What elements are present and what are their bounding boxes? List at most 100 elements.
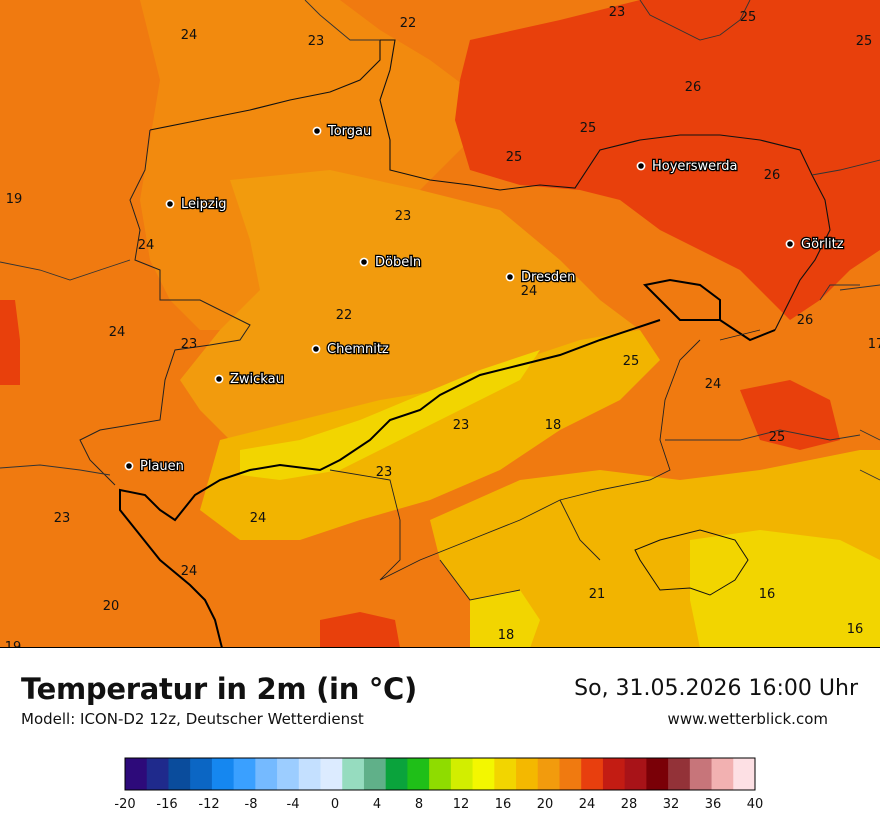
temperature-value-label: 25 [740,10,757,25]
legend-color-step [168,758,191,790]
temperature-value-label: 18 [498,628,515,643]
city-label: Chemnitz [327,342,389,357]
legend-tick-label: 0 [331,797,339,812]
temperature-value-label: 25 [769,430,786,445]
west-border [79,129,251,486]
legend-color-step [733,758,756,790]
legend-color-step [581,758,604,790]
city-dot [214,374,224,384]
legend-color-step [494,758,517,790]
temperature-value-label: 22 [400,16,417,31]
temperature-value-label: 23 [54,511,71,526]
legend-tick-label: 16 [495,797,512,812]
temperature-value-label: 23 [395,209,412,224]
city-label: Torgau [327,124,371,139]
temperature-zone-25-east [740,380,840,450]
temperature-value-label: 23 [308,34,325,49]
legend-color-step [624,758,647,790]
legend-color-step [211,758,235,790]
legend-color-step [668,758,691,790]
temperature-value-label: 26 [685,80,702,95]
temperature-value-label: 19 [5,640,22,648]
city-dot [359,257,369,267]
legend-tick-label: 8 [415,797,423,812]
temperature-value-label: 24 [181,28,198,43]
temperature-value-label: 25 [623,354,640,369]
website-link[interactable]: www.wetterblick.com [667,710,828,728]
legend-color-step [646,758,669,790]
temperature-value-label: 25 [506,150,523,165]
temperature-value-label: 24 [181,564,198,579]
district-border-west [0,259,131,476]
czech-region-border [329,329,761,601]
legend-frame [124,757,756,791]
legend-color-step [689,758,712,790]
city-label: Hoyerswerda [652,159,738,174]
model-source: Modell: ICON-D2 12z, Deutscher Wetterdie… [21,710,364,728]
city-dot [311,344,321,354]
legend-tick-label: -16 [156,797,177,812]
legend-color-step [342,758,365,790]
temperature-color-legend: -20 -16 -12 -8 -4 0 4 8 12 16 20 24 28 32 36 40 [114,757,763,812]
legend-tick-label: 32 [663,797,680,812]
temperature-map: 24 23 22 23 25 25 26 25 25 26 19 23 24 24 22 26 24 23 17 25… [0,0,880,648]
legend-tick-label: 28 [621,797,638,812]
district-border-east [665,159,880,481]
temperature-value-label: 26 [764,168,781,183]
temperature-value-label: 21 [589,587,606,602]
temperature-value-label: 24 [250,511,267,526]
city-label: Zwickau [230,372,284,387]
city-dot [165,199,175,209]
legend-color-step [190,758,213,790]
city-label: Leipzig [181,197,227,212]
legend-tick-label: -12 [198,797,219,812]
city-dot [636,161,646,171]
temperature-value-label: 24 [705,377,722,392]
legend-color-step [429,758,452,790]
legend-color-step [472,758,495,790]
temperature-value-labels: 24 23 22 23 25 25 26 25 25 26 19 23 24 24 22 26 24 23 17 25… [5,5,880,648]
prague-region-border [634,529,749,596]
temperature-value-label: 16 [847,622,864,637]
temperature-value-label: 23 [181,337,198,352]
temperature-value-label: 25 [580,121,597,136]
legend-tick-label: -4 [287,797,300,812]
legend-color-step [233,758,256,790]
city-label: Döbeln [375,255,421,270]
legend-tick-labels: -20 -16 -12 -8 -4 0 4 8 12 16 20 24 28 32 36 40 [114,797,763,812]
temperature-value-label: 16 [759,587,776,602]
saxony-border [149,39,831,331]
temperature-zone-22 [180,170,640,470]
legend-color-step [537,758,560,790]
legend-color-step [450,758,473,790]
temperature-zone-25-south [320,612,400,648]
legend-color-step [363,758,387,790]
legend-tick-label: -20 [114,797,135,812]
temperature-value-label: 22 [336,308,353,323]
district-border-north [304,0,751,41]
temperature-zone-23 [140,0,470,330]
legend-tick-label: 4 [373,797,381,812]
temperature-zone-hot-west [0,300,20,385]
temperature-value-label: 17 [868,337,880,352]
temperature-zone-16 [690,530,880,648]
legend-color-step [559,758,582,790]
legend-tick-label: -8 [245,797,258,812]
temperature-value-label: 20 [103,599,120,614]
city-dot [124,461,134,471]
legend-color-step [125,758,148,790]
city-label: Dresden [521,270,575,285]
city-dot [785,239,795,249]
temperature-zone-26 [455,0,880,320]
temperature-value-label: 24 [109,325,126,340]
temperature-value-label: 23 [453,418,470,433]
legend-tick-label: 40 [747,797,764,812]
city-dot [312,126,322,136]
temperature-value-label: 23 [609,5,626,20]
city-label: Plauen [140,459,184,474]
legend-tick-label: 20 [537,797,554,812]
temperature-value-label: 26 [797,313,814,328]
temperature-value-label: 19 [6,192,23,207]
legend-color-step [298,758,321,790]
czech-border [119,278,776,648]
